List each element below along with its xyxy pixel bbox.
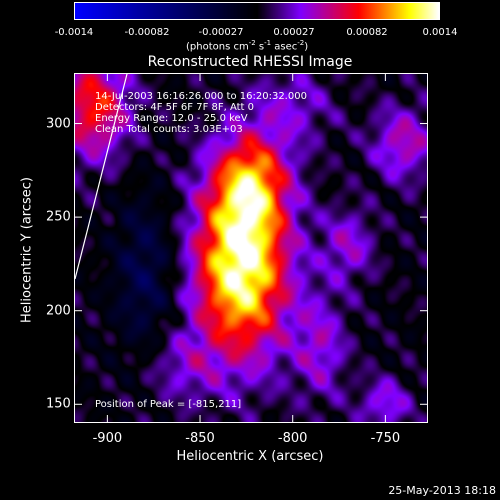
chart-title: Reconstructed RHESSI Image (147, 54, 353, 70)
x-tick-label: -750 (370, 431, 401, 446)
x-axis-label: Heliocentric X (arcsec) (176, 449, 324, 464)
y-tick-label: 250 (46, 209, 71, 225)
heatmap-image (75, 74, 427, 422)
colorbar-units: (photons cm-2 s-1 asec-2) (186, 39, 309, 53)
info-peak: Position of Peak = [-815,211] (95, 399, 242, 410)
colorbar-tick: 0.00027 (273, 27, 315, 38)
plot-area: 14-Jul-2003 16:16:26.000 to 16:20:32.000… (74, 73, 428, 423)
colorbar-tick: -0.00027 (198, 27, 244, 38)
colorbar-tick: 0.0014 (422, 27, 458, 38)
info-clean: Clean Total counts: 3.03E+03 (95, 124, 243, 135)
y-tick-label: 300 (46, 116, 71, 132)
colorbar-tick: -0.00082 (124, 27, 170, 38)
x-tick-label: -850 (185, 431, 215, 446)
colorbar (74, 2, 440, 20)
info-energy: Energy Range: 12.0 - 25.0 keV (95, 113, 248, 124)
y-tick-label: 150 (46, 396, 71, 412)
y-tick-label: 200 (46, 303, 71, 319)
limb-line (75, 74, 128, 280)
colorbar-tick: -0.0014 (54, 27, 94, 38)
colorbar-tick: 0.00082 (346, 27, 388, 38)
timestamp-footer: 25-May-2013 18:18 (388, 484, 496, 497)
info-time: 14-Jul-2003 16:16:26.000 to 16:20:32.000 (95, 91, 307, 102)
y-axis-label: Heliocentric Y (arcsec) (19, 177, 35, 323)
x-tick-label: -900 (92, 431, 123, 446)
info-detectors: Detectors: 4F 5F 6F 7F 8F, Att 0 (95, 102, 255, 113)
x-tick-label: -800 (277, 431, 308, 446)
